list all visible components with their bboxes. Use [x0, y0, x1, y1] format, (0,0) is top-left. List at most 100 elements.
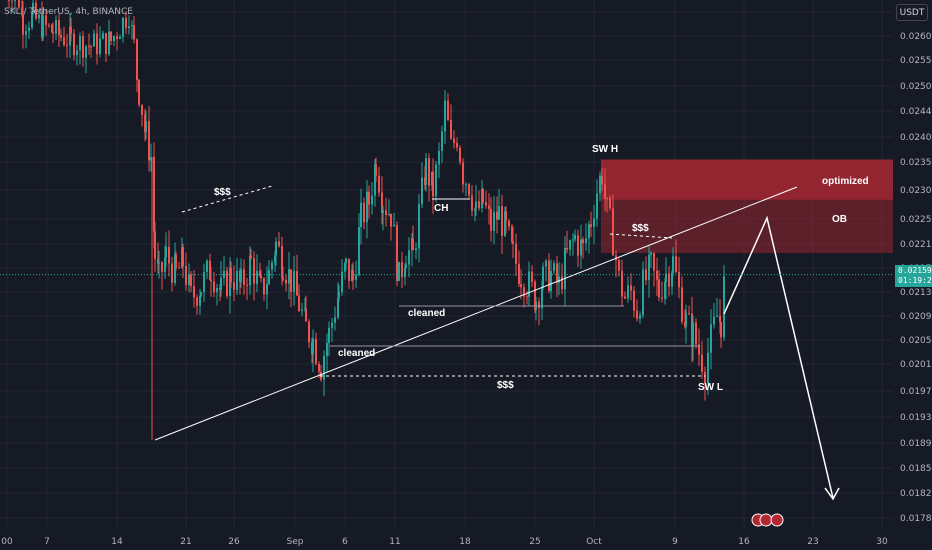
candle-body-158 — [405, 264, 407, 268]
candle-body-185 — [478, 201, 480, 209]
candle-body-235 — [606, 198, 608, 200]
candle-body-57 — [154, 231, 156, 260]
time-tick-label: 25 — [529, 537, 540, 547]
time-tick-label: 30 — [876, 537, 888, 547]
candle-body-202 — [520, 284, 522, 288]
candle-body-184 — [475, 201, 477, 209]
candle-body-47 — [131, 25, 133, 27]
candle-body-178 — [459, 147, 461, 163]
candle-body-268 — [695, 322, 697, 345]
candle-body-138 — [355, 274, 357, 281]
candle-body-216 — [556, 263, 558, 283]
candle-body-73 — [193, 286, 195, 298]
candle-body-233 — [601, 175, 603, 185]
candle-body-133 — [344, 263, 346, 272]
candle-body-189 — [488, 205, 490, 209]
event-icon-2[interactable] — [759, 513, 773, 527]
candle-body-101 — [263, 278, 265, 295]
candle-body-6 — [21, 7, 23, 15]
candle-body-217 — [558, 276, 560, 283]
candle-body-90 — [236, 270, 238, 290]
candle-body-179 — [462, 162, 464, 185]
candle-body-37 — [102, 33, 104, 39]
swing-low-label: SW L — [698, 382, 723, 393]
candle-body-198 — [511, 226, 513, 242]
candle-body-43 — [119, 36, 121, 39]
candle-body-192 — [496, 211, 498, 220]
candle-body-28 — [76, 50, 78, 56]
candle-body-92 — [240, 269, 242, 282]
candle-body-123 — [318, 363, 320, 372]
candle-body-218 — [561, 276, 563, 290]
currency-button[interactable]: USDT — [896, 4, 928, 21]
candle-body-127 — [328, 327, 330, 343]
candle-body-116 — [301, 309, 303, 311]
time-tick-label: 00 — [1, 537, 13, 547]
candle-body-209 — [538, 301, 540, 309]
optimized-label: optimized — [822, 176, 869, 187]
candle-body-60 — [161, 262, 163, 272]
candlestick-series — [8, 0, 725, 440]
candle-body-254 — [661, 297, 663, 299]
candle-body-72 — [190, 274, 192, 287]
candle-body-193 — [498, 206, 500, 220]
candle-body-269 — [698, 344, 700, 355]
candle-body-94 — [246, 284, 248, 286]
candle-body-119 — [308, 321, 310, 343]
candle-body-56 — [153, 157, 155, 232]
trendline — [154, 186, 798, 441]
candle-body-252 — [656, 270, 658, 280]
candle-body-23 — [63, 37, 65, 46]
candle-body-262 — [681, 287, 683, 322]
candle-body-250 — [650, 253, 652, 255]
candle-body-239 — [618, 260, 620, 271]
candle-body-46 — [128, 26, 130, 29]
time-tick-label: 14 — [111, 537, 123, 547]
candle-body-181 — [468, 184, 470, 196]
time-tick-label: 18 — [459, 537, 471, 547]
candle-body-113 — [293, 271, 295, 292]
candle-body-175 — [450, 119, 452, 139]
candle-body-169 — [432, 171, 434, 197]
candle-body-61 — [164, 257, 166, 272]
order-block-label: OB — [832, 214, 847, 225]
candle-body-231 — [596, 193, 598, 219]
candle-body-27 — [73, 33, 75, 56]
candle-body-232 — [599, 175, 601, 194]
candle-body-93 — [243, 269, 245, 285]
candle-body-81 — [213, 281, 215, 293]
candle-body-139 — [358, 227, 360, 275]
time-tick-label: 26 — [228, 537, 240, 547]
time-axis[interactable]: 00 7 14 21 26 Sep 6 11 18 25 Oct 9 16 23 30 — [1, 537, 888, 547]
candle-body-3 — [14, 0, 16, 2]
event-icon-3[interactable] — [770, 513, 784, 527]
candle-body-125 — [323, 355, 325, 380]
candle-body-24 — [66, 45, 68, 47]
candle-body-201 — [518, 263, 520, 285]
candle-body-98 — [256, 270, 258, 284]
candle-body-244 — [633, 290, 635, 311]
candle-body-82 — [216, 287, 218, 293]
candle-body-273 — [710, 324, 712, 353]
candle-body-170 — [435, 164, 437, 197]
event-icons[interactable] — [751, 513, 784, 527]
candle-body-183 — [474, 208, 476, 211]
candle-body-146 — [375, 164, 377, 176]
candle-body-76 — [200, 292, 202, 297]
candle-body-41 — [113, 36, 115, 41]
candle-body-20 — [55, 19, 57, 34]
candle-body-51 — [141, 104, 143, 115]
candle-body-207 — [534, 281, 536, 310]
candle-body-267 — [692, 322, 694, 347]
candle-body-150 — [385, 210, 387, 215]
candle-body-45 — [125, 18, 127, 29]
candle-body-84 — [220, 278, 222, 290]
